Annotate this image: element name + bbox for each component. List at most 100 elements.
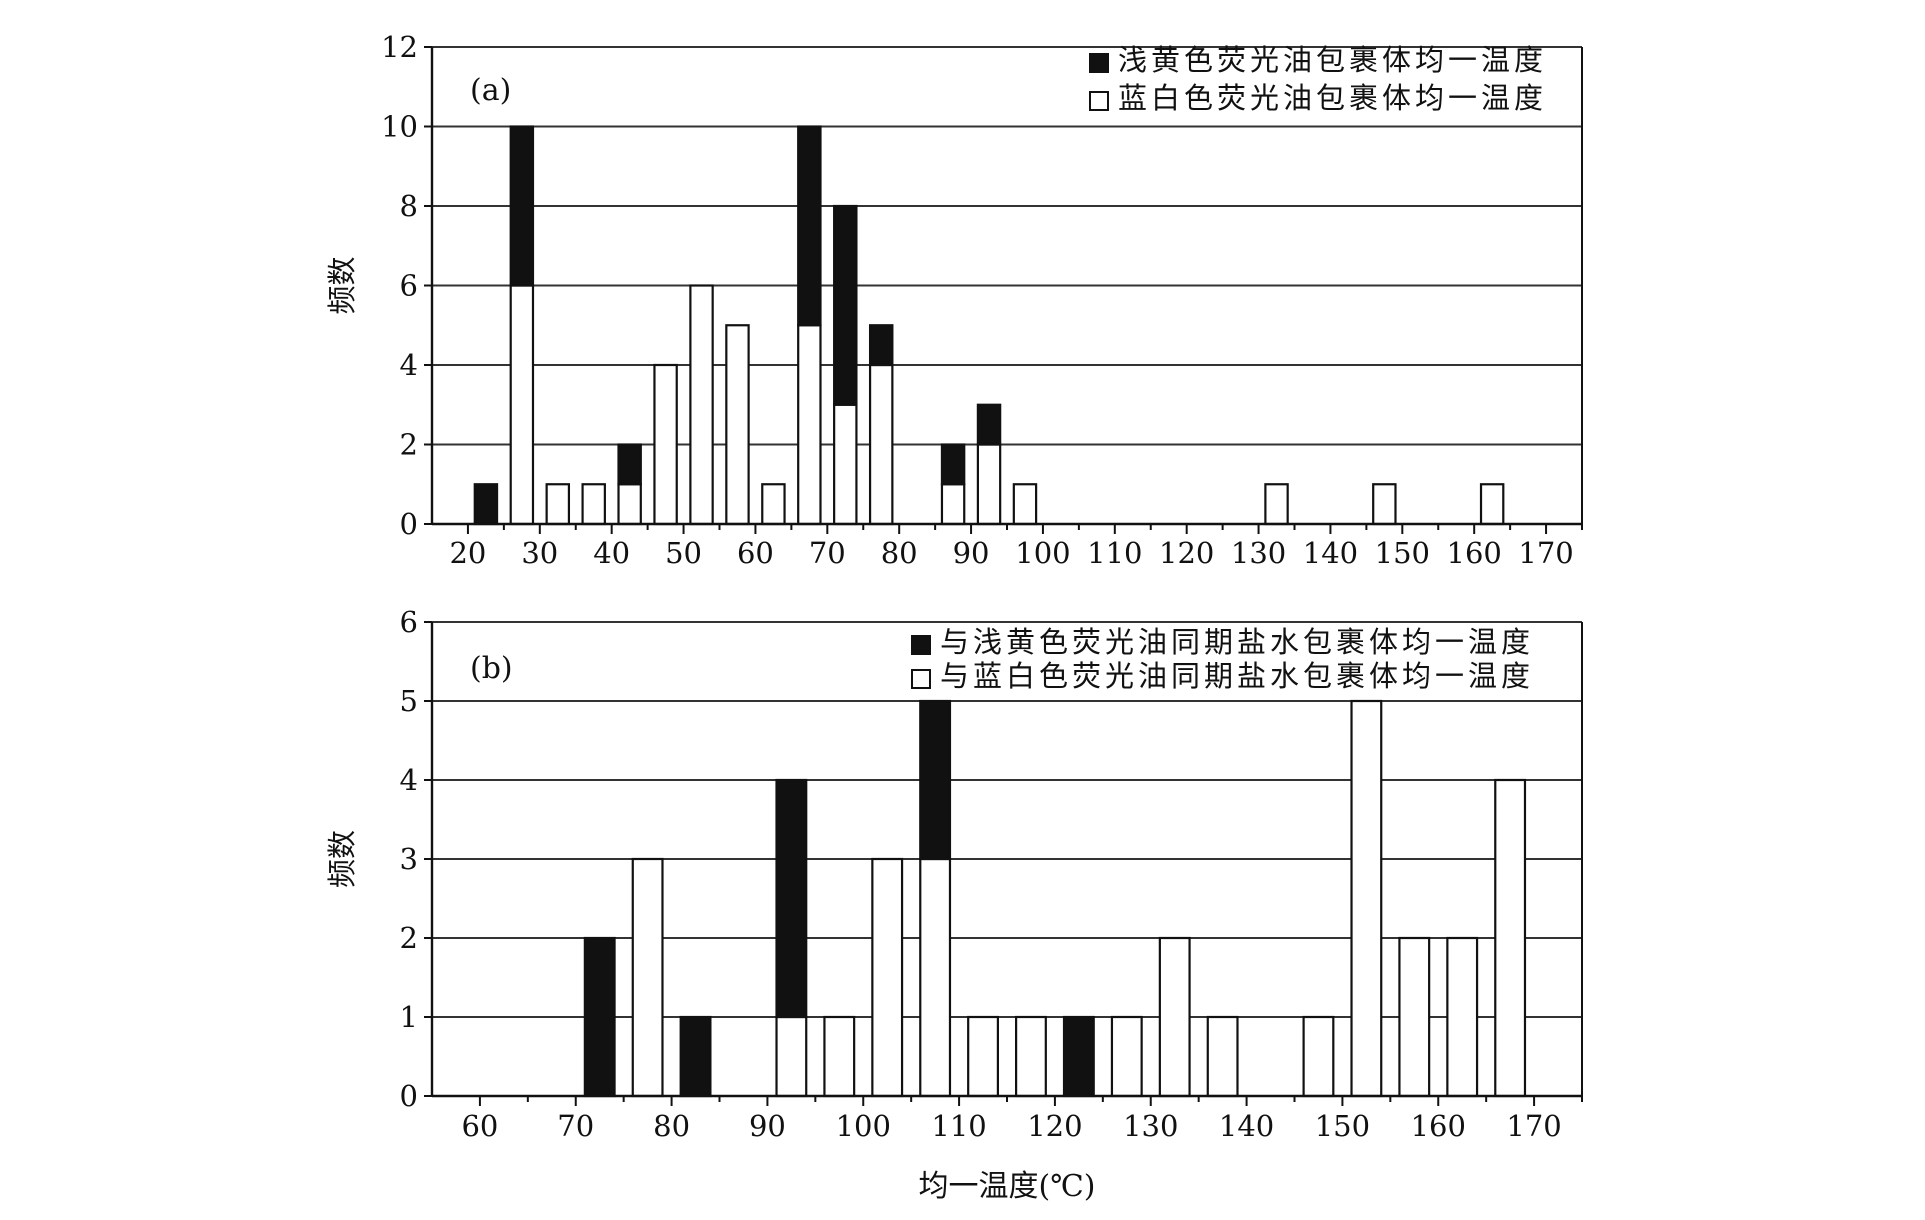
bar-filled: [797, 125, 822, 327]
x-tick-label: 60: [461, 1109, 498, 1143]
bar-open: [775, 1015, 808, 1098]
bar-open: [1012, 483, 1038, 526]
x-tick-label: 150: [1375, 536, 1430, 570]
y-tick-label: 8: [400, 189, 418, 223]
bar-open: [631, 857, 664, 1098]
x-tick-label: 100: [836, 1109, 891, 1143]
x-tick-label: 120: [1159, 536, 1214, 570]
bar-open: [1158, 936, 1191, 1098]
x-tick-label: 150: [1315, 1109, 1370, 1143]
y-tick-label: 6: [400, 269, 418, 303]
x-tick-label: 160: [1411, 1109, 1466, 1143]
bar-filled: [583, 936, 616, 1098]
y-tick-label: 3: [400, 842, 418, 876]
legend-label: 与浅黄色荧光油同期盐水包裹体均一温度: [940, 625, 1534, 659]
y-tick-label: 4: [400, 348, 418, 382]
y-tick-label: 0: [400, 507, 418, 541]
x-tick-label: 50: [665, 536, 702, 570]
x-tick-label: 140: [1303, 536, 1358, 570]
y-tick-label: 12: [381, 30, 418, 64]
legend-swatch: [911, 635, 931, 655]
x-tick-label: 110: [1087, 536, 1142, 570]
bar-open: [1398, 936, 1431, 1098]
bar-filled: [473, 483, 499, 526]
legend-label: 与蓝白色荧光油同期盐水包裹体均一温度: [940, 659, 1534, 693]
x-tick-label: 110: [931, 1109, 986, 1143]
bar-filled: [679, 1015, 712, 1098]
bar-filled: [833, 204, 858, 406]
y-tick-label: 6: [400, 605, 418, 639]
legend-swatch: [1089, 53, 1109, 73]
x-tick-label: 40: [593, 536, 630, 570]
panel-label: (a): [470, 73, 511, 108]
bar-open: [617, 483, 642, 526]
bar-filled: [940, 443, 966, 486]
bar-open: [581, 483, 606, 526]
y-tick-label: 1: [400, 1000, 418, 1034]
bar-open: [761, 483, 786, 526]
y-tick-label: 0: [400, 1079, 418, 1113]
y-tick-label: 10: [381, 110, 418, 144]
x-tick-label: 70: [809, 536, 846, 570]
bar-filled: [868, 324, 894, 367]
legend-swatch: [1089, 91, 1109, 111]
bar-filled: [509, 125, 535, 287]
chart-panel-b: 0 1 2 3 4 5 6 60 70 80 90 100 110 120 130 140 150 160 170 频…: [325, 605, 1583, 1204]
y-tick-label: 4: [400, 763, 418, 797]
bar-open: [689, 284, 714, 526]
bar-open: [509, 284, 535, 526]
x-tick-label: 60: [737, 536, 774, 570]
y-axis-label: 频数: [325, 830, 359, 888]
bar-open: [725, 324, 750, 526]
x-tick-label: 170: [1518, 536, 1573, 570]
y-tick-label: 2: [400, 428, 418, 462]
x-tick-label: 130: [1123, 1109, 1178, 1143]
x-tick-label: 100: [1015, 536, 1070, 570]
chart-panel-a: 0 2 4 6 8 10 12 20 30 40 50 60 70 80 90 100 110 120 130 140…: [325, 30, 1583, 570]
x-tick-label: 140: [1219, 1109, 1274, 1143]
bar-open: [1302, 1015, 1335, 1098]
legend-label: 蓝白色荧光油包裹体均一温度: [1118, 81, 1547, 115]
legend-swatch: [911, 669, 931, 689]
bar-open: [653, 363, 678, 526]
x-tick-label: 20: [449, 536, 486, 570]
bar-open: [1015, 1015, 1047, 1098]
bar-open: [1494, 778, 1527, 1098]
x-tick-label: 160: [1447, 536, 1502, 570]
x-tick-label: 90: [953, 536, 990, 570]
bar-open: [919, 857, 952, 1098]
bar-filled: [919, 699, 952, 861]
bar-open: [871, 857, 904, 1098]
x-axis-label: 均一温度(℃): [919, 1169, 1096, 1204]
bar-open: [940, 483, 966, 526]
x-tick-label: 80: [881, 536, 918, 570]
x-tick-label: 130: [1231, 536, 1286, 570]
bar-filled: [775, 778, 808, 1019]
bar-open: [868, 363, 894, 526]
x-tick-label: 70: [557, 1109, 594, 1143]
bar-filled: [976, 403, 1002, 446]
y-tick-label: 2: [400, 921, 418, 955]
bar-open: [545, 483, 571, 526]
bar-filled: [617, 443, 642, 486]
bar-open: [1264, 483, 1289, 526]
x-tick-label: 30: [521, 536, 558, 570]
panel-label: (b): [470, 651, 513, 686]
x-tick-label: 120: [1027, 1109, 1082, 1143]
bar-open: [833, 403, 858, 526]
bar-filled: [1062, 1015, 1095, 1098]
bar-open: [1372, 483, 1397, 526]
bar-open: [976, 443, 1002, 526]
bar-open: [823, 1015, 856, 1098]
bar-open: [1446, 936, 1479, 1098]
bar-open: [967, 1015, 999, 1098]
bar-open: [797, 324, 822, 526]
y-tick-label: 5: [400, 684, 418, 718]
x-tick-label: 90: [749, 1109, 786, 1143]
bar-open: [1479, 483, 1505, 526]
x-tick-label: 80: [653, 1109, 690, 1143]
bar-open: [1110, 1015, 1143, 1098]
bar-open: [1206, 1015, 1239, 1098]
x-tick-label: 170: [1506, 1109, 1561, 1143]
